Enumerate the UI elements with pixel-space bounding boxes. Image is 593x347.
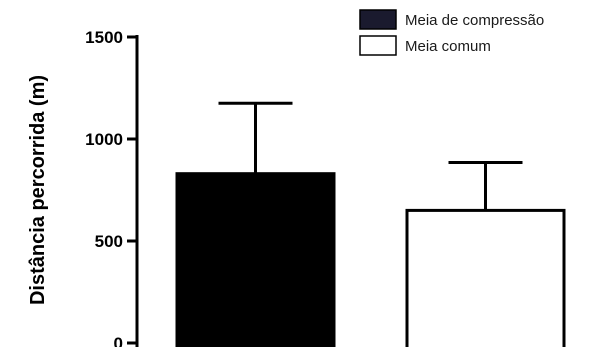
bar bbox=[405, 208, 566, 347]
y-tick-label: 1000 bbox=[85, 130, 123, 149]
legend-swatch bbox=[359, 35, 397, 56]
legend-label: Meia comum bbox=[405, 38, 491, 55]
y-axis-title: Distância percorrida (m) bbox=[27, 75, 49, 305]
y-tick-label: 1500 bbox=[85, 28, 123, 47]
bar-group bbox=[175, 101, 566, 347]
y-tick-label: 0 bbox=[114, 334, 123, 347]
y-axis-ticks: 0 500 1000 1500 bbox=[85, 28, 137, 347]
legend-label: Meia de compressão bbox=[405, 12, 544, 29]
legend-swatch bbox=[359, 9, 397, 30]
legend: Meia de compressão Meia comum bbox=[359, 9, 544, 56]
y-tick-label: 500 bbox=[95, 232, 123, 251]
bar bbox=[175, 172, 336, 347]
